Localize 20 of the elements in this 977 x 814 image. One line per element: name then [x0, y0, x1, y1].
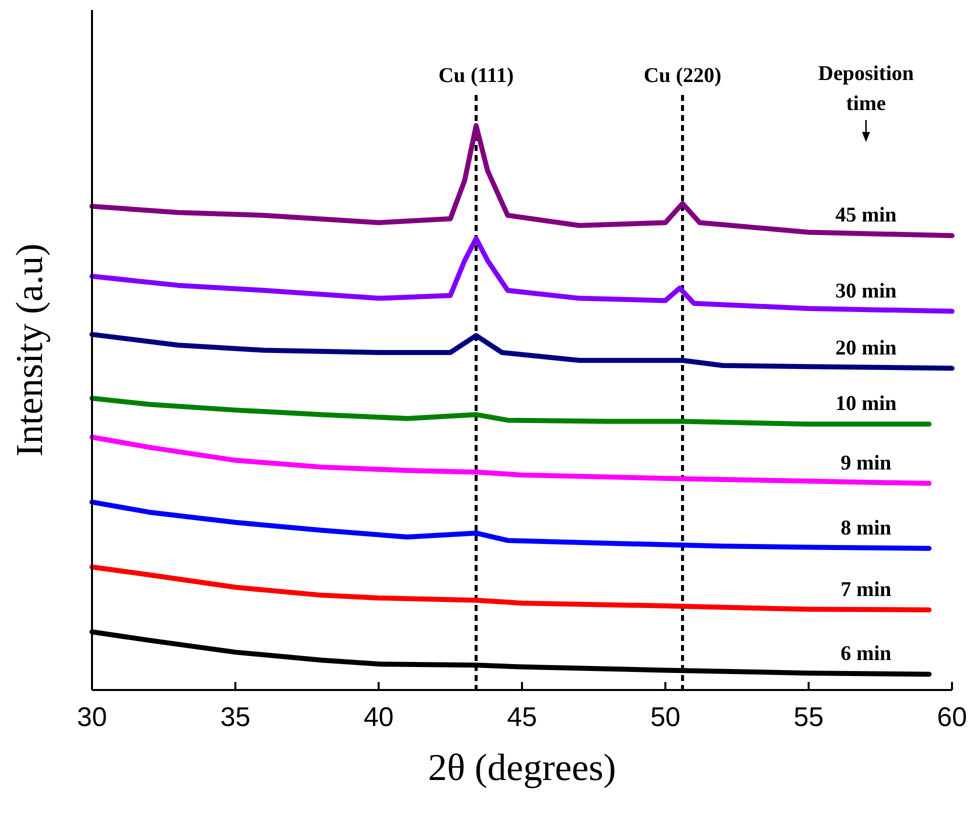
ref-line-label: Cu (111) — [438, 63, 514, 87]
x-tick-label: 45 — [506, 702, 538, 732]
series-label: 45 min — [835, 202, 897, 227]
series-label: 7 min — [840, 576, 892, 601]
series-label: 20 min — [835, 335, 897, 360]
series-label: 8 min — [840, 515, 892, 540]
x-tick-label: 50 — [650, 702, 680, 732]
legend-title: Deposition time — [818, 61, 914, 115]
x-tick-label: 60 — [936, 702, 968, 732]
x-tick-label: 55 — [794, 702, 824, 732]
x-tick-label: 35 — [220, 702, 250, 732]
series-label: 30 min — [835, 278, 897, 302]
ref-line-label: Cu (220) — [644, 63, 722, 87]
y-axis-title: Intensity (a.u) — [9, 243, 51, 457]
series-label: 10 min — [835, 391, 897, 416]
series-label: 6 min — [840, 641, 892, 666]
x-tick-label: 30 — [76, 702, 108, 732]
x-tick-label: 40 — [364, 702, 394, 732]
series-label: 9 min — [840, 450, 892, 474]
x-axis-title: 2θ (degrees) — [428, 747, 616, 789]
